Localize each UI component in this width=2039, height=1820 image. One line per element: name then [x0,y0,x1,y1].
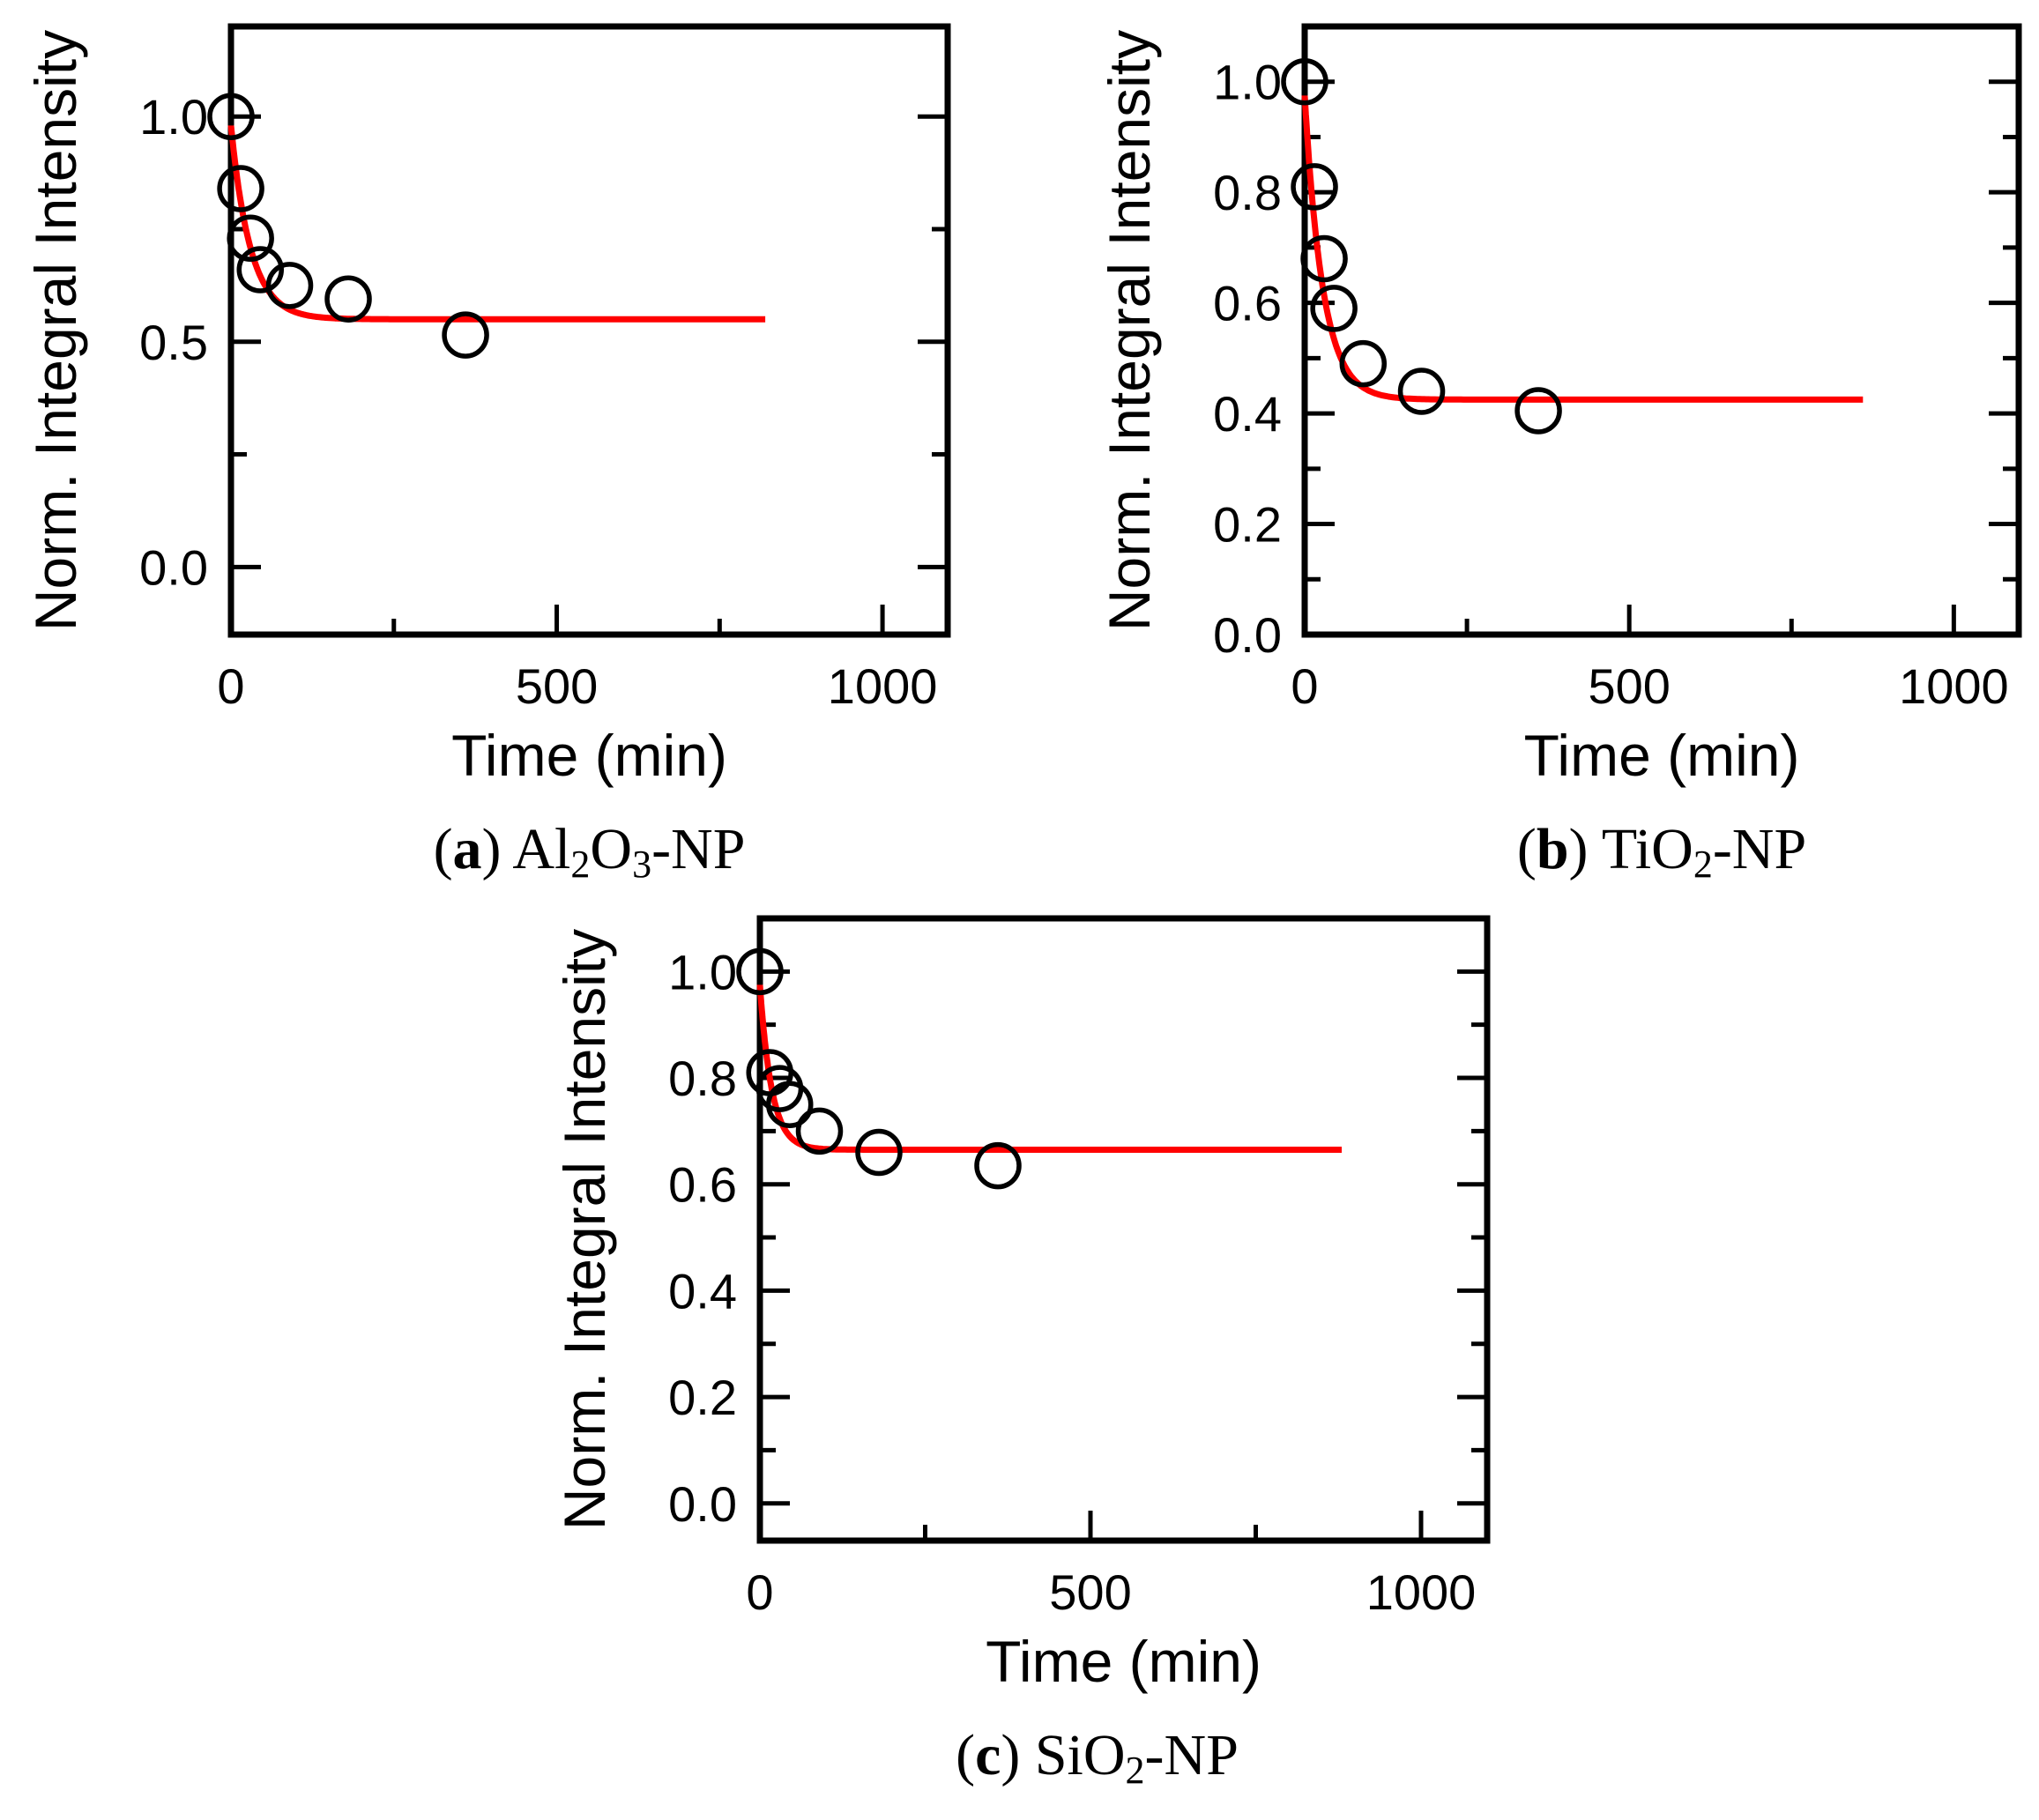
x-tick-label: 1000 [1366,1564,1477,1620]
data-point [1281,57,1328,106]
fit-line [227,123,766,323]
y-tick-label: 0.0 [139,539,208,595]
chart-panel-b: 0.0 0.2 0.4 0.6 0.8 1.0 0 500 1000 Time (min) Norm… [1097,23,2022,886]
y-tick-label: 0.4 [1213,386,1282,442]
y-axis-label: Norm. Integral Intensity [1097,30,1162,631]
x-tick-label: 0 [1291,658,1318,714]
data-point [1310,285,1358,332]
x-tick-label: 500 [516,658,598,714]
data-point [1397,368,1446,415]
y-tick-label: 0.8 [668,1051,737,1106]
y-axis-label: Norm. Integral Intensity [23,30,88,631]
y-tick-label: 0.0 [1213,607,1282,663]
panel-caption: (c) SiO2-NP [956,1723,1239,1792]
plot-frame [756,915,1491,1544]
y-axis-label: Norm. Integral Intensity [552,929,617,1530]
x-tick-label: 500 [1049,1564,1131,1620]
fit-line [1301,93,1864,403]
data-point [442,311,489,359]
y-tick-label: 1.0 [668,944,737,999]
panel-caption: (a) Al2O3-NP [434,817,746,886]
x-tick-label: 0 [217,658,244,714]
data-point [974,1141,1022,1190]
panel-caption: (b) TiO2-NP [1517,817,1806,886]
chart-panel-a: 0.0 0.5 1.0 0 500 1000 Time (min) Norm. Integra… [23,23,951,886]
data-point [736,947,784,996]
chart-panel-c: 0.0 0.2 0.4 0.6 0.8 1.0 0 500 1000 Time (min) Norm… [552,915,1491,1792]
data-point [227,214,274,262]
data-point [207,93,255,140]
data-point [265,262,314,309]
x-tick-label: 0 [746,1564,773,1620]
data-point [795,1107,844,1155]
data-point [236,246,285,293]
data-point [1300,234,1348,283]
x-tick-label: 1000 [1899,658,2009,714]
x-tick-label: 1000 [828,658,938,714]
y-tick-label: 0.5 [139,315,208,370]
plot-frame [227,23,951,638]
y-tick-label: 1.0 [139,89,208,145]
y-tick-label: 0.0 [668,1476,737,1532]
y-tick-label: 0.6 [668,1157,737,1213]
y-tick-label: 0.4 [668,1263,737,1319]
x-tick-label: 500 [1588,658,1670,714]
data-point [766,1081,814,1128]
y-tick-label: 0.2 [668,1370,737,1425]
data-point [217,165,264,212]
x-axis-label: Time (min) [986,1629,1261,1694]
y-tick-label: 0.2 [1213,497,1282,553]
x-axis-label: Time (min) [1524,723,1800,788]
data-point [1291,163,1338,211]
data-point [1514,387,1562,435]
data-point [324,275,372,323]
plot-frame [1301,23,2022,638]
data-point [855,1128,903,1177]
y-tick-label: 0.6 [1213,276,1282,331]
fit-line [756,982,1342,1153]
y-tick-label: 0.8 [1213,165,1282,220]
data-point [1339,339,1388,388]
y-tick-label: 1.0 [1213,55,1282,110]
x-axis-label: Time (min) [451,723,727,788]
